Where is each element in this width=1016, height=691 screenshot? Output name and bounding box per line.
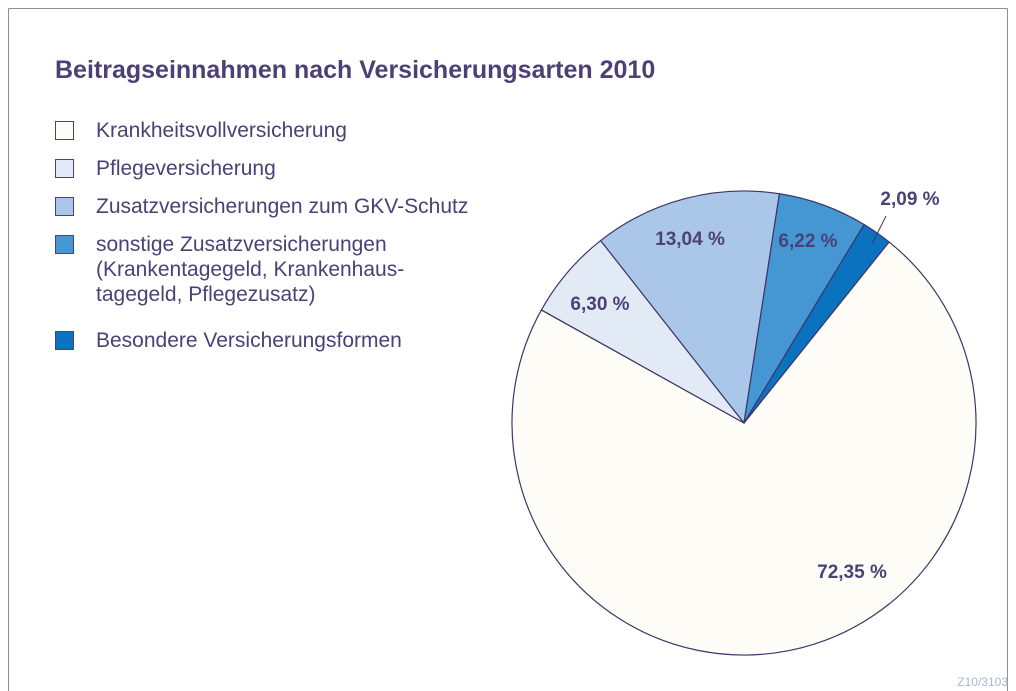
legend-swatch (55, 121, 74, 140)
legend-swatch (55, 331, 74, 350)
legend-swatch (55, 159, 74, 178)
pie-slice (743, 223, 890, 424)
legend-label: Pflegeversicherung (96, 157, 276, 180)
legend-label: Besondere Versicherungsformen (96, 329, 402, 352)
legend-item: sonstige Zusatzversicherungen (Krankenta… (55, 232, 404, 307)
slice-label: 2,09 % (880, 189, 939, 210)
leader-line (871, 215, 887, 245)
legend-item: Pflegeversicherung (55, 156, 276, 181)
slice-label: 6,22 % (778, 231, 837, 252)
legend-label: Krankheitsvollversicherung (96, 119, 347, 142)
legend-item: Besondere Versicherungsformen (55, 328, 402, 353)
slice-label: 72,35 % (817, 562, 887, 583)
chart-title: Beitragseinnahmen nach Versicherungsarte… (55, 56, 656, 84)
slice-label: 13,04 % (655, 229, 725, 250)
legend-item: Zusatzversicherungen zum GKV-Schutz (55, 194, 468, 219)
legend-label: Zusatzversicherungen zum GKV-Schutz (96, 195, 469, 218)
legend-label: sonstige Zusatzversicherungen (Krankenta… (96, 233, 405, 306)
slice-label: 6,30 % (570, 294, 629, 315)
pie-slice (511, 241, 977, 656)
legend-item: Krankheitsvollversicherung (55, 118, 347, 143)
source-note: Z10/3103 (957, 675, 1008, 689)
legend-swatch (55, 197, 74, 216)
legend-swatch (55, 235, 74, 254)
pie-slice (599, 190, 781, 425)
